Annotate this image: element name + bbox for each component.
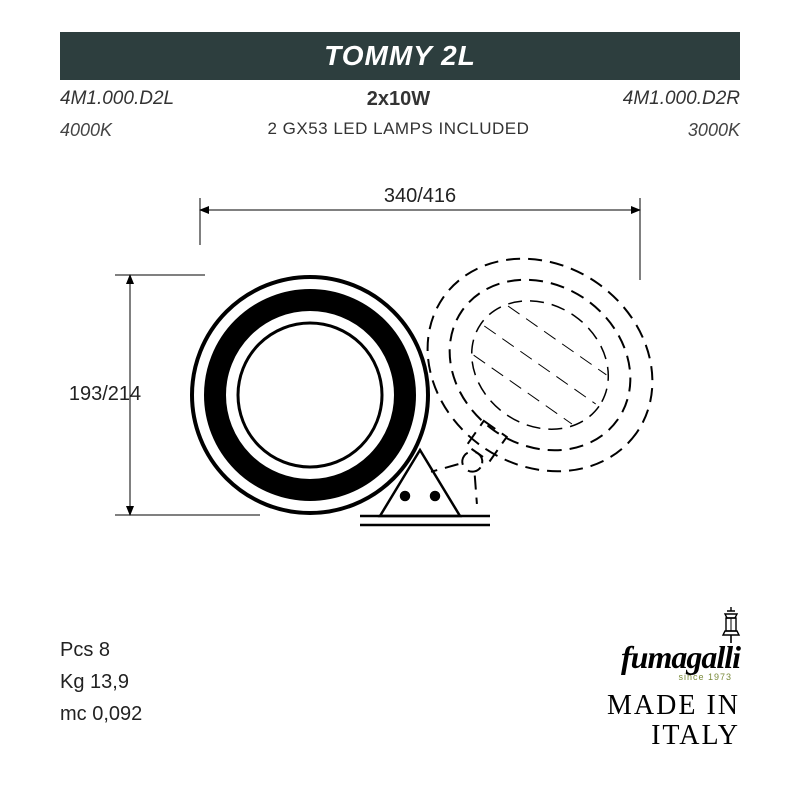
lamps-included: 2 GX53 LED LAMPS INCLUDED bbox=[267, 119, 529, 139]
spec-row: 4M1.000.D2L 4000K 2x10W 2 GX53 LED LAMPS… bbox=[60, 88, 740, 141]
kg-row: Kg 13,9 bbox=[60, 666, 142, 698]
spec-right: 4M1.000.D2R 3000K bbox=[623, 88, 740, 141]
product-title: TOMMY 2L bbox=[324, 40, 476, 72]
lantern-icon bbox=[718, 607, 744, 648]
spec-left: 4M1.000.D2L 4000K bbox=[60, 88, 174, 141]
code-right: 4M1.000.D2R bbox=[623, 88, 740, 110]
brand-block: fumagalli since 1973 MADE IN ITALY bbox=[607, 639, 740, 750]
kelvin-left: 4000K bbox=[60, 120, 174, 141]
packaging-specs: Pcs 8 Kg 13,9 mc 0,092 bbox=[60, 634, 142, 730]
spec-center: 2x10W 2 GX53 LED LAMPS INCLUDED bbox=[267, 88, 529, 139]
header-bar: TOMMY 2L bbox=[60, 32, 740, 80]
lamp-left bbox=[192, 277, 428, 513]
dim-width-label: 340/416 bbox=[384, 185, 456, 207]
code-left: 4M1.000.D2L bbox=[60, 88, 174, 110]
dim-height-label: 193/214 bbox=[69, 383, 141, 405]
brand-logo: fumagalli since 1973 bbox=[621, 639, 740, 682]
kelvin-right: 3000K bbox=[623, 120, 740, 141]
pcs-row: Pcs 8 bbox=[60, 634, 142, 666]
made-in: MADE IN ITALY bbox=[607, 691, 740, 750]
technical-drawing: 340/416 193/214 bbox=[60, 180, 740, 580]
wattage: 2x10W bbox=[267, 88, 529, 111]
mc-row: mc 0,092 bbox=[60, 698, 142, 730]
